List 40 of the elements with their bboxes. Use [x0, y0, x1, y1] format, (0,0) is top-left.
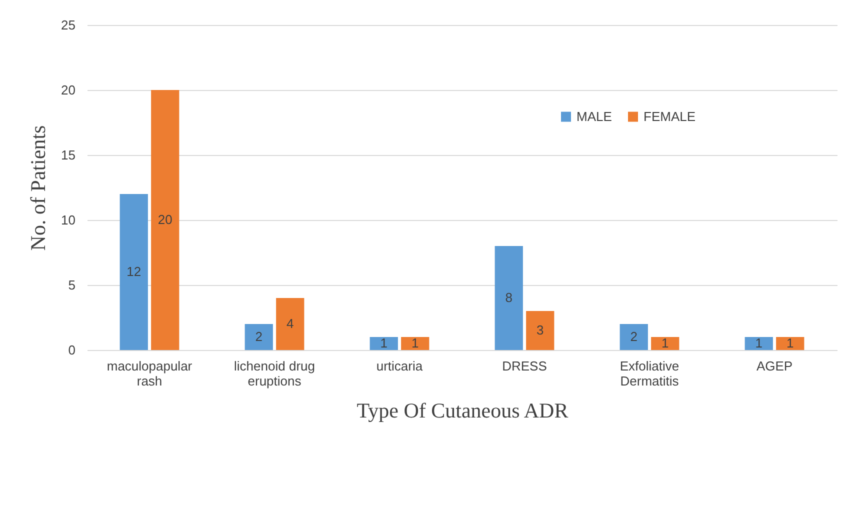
bar — [526, 311, 554, 350]
y-tick-label: 0 — [68, 342, 76, 358]
data-label: 12 — [126, 264, 142, 279]
bar — [776, 337, 804, 350]
legend-label: FEMALE — [644, 108, 696, 124]
bar — [401, 337, 430, 350]
bar — [370, 337, 398, 350]
x-tick-label: DRESS — [502, 358, 548, 374]
bar — [276, 298, 304, 350]
data-label: 2 — [630, 329, 638, 344]
data-label: 8 — [505, 290, 512, 305]
y-tick-label: 15 — [61, 148, 76, 162]
bar — [120, 194, 148, 350]
y-tick-label: 5 — [68, 278, 76, 292]
data-label: 1 — [786, 336, 794, 350]
data-label: 2 — [255, 329, 262, 344]
x-axis-title: Type Of Cutaneous ADR — [356, 398, 568, 422]
legend-label: MALE — [576, 108, 612, 124]
x-tick-label: urticaria — [376, 358, 424, 374]
y-axis-title: No. of Patients — [26, 125, 50, 251]
data-label: 20 — [158, 212, 172, 227]
x-tick-label: maculopapular rash — [106, 358, 193, 388]
x-tick-label: Exfoliative Dermatitis — [620, 358, 680, 388]
bar — [651, 337, 680, 350]
bar — [244, 324, 273, 350]
bar — [494, 246, 523, 350]
y-tick-label: 25 — [61, 18, 76, 32]
x-tick-label: AGEP — [756, 358, 793, 374]
data-label: 1 — [380, 336, 388, 350]
bar — [620, 324, 648, 350]
data-label: 4 — [286, 316, 294, 331]
data-label: 1 — [755, 336, 762, 350]
data-label: 1 — [412, 336, 419, 350]
data-label: 3 — [536, 322, 544, 338]
y-tick-label: 10 — [61, 212, 76, 228]
bar — [151, 90, 180, 350]
y-tick-label: 20 — [61, 82, 76, 98]
x-tick-label: lichenoid drug eruptions — [234, 358, 315, 388]
data-label: 1 — [662, 336, 669, 350]
bar — [744, 337, 773, 350]
